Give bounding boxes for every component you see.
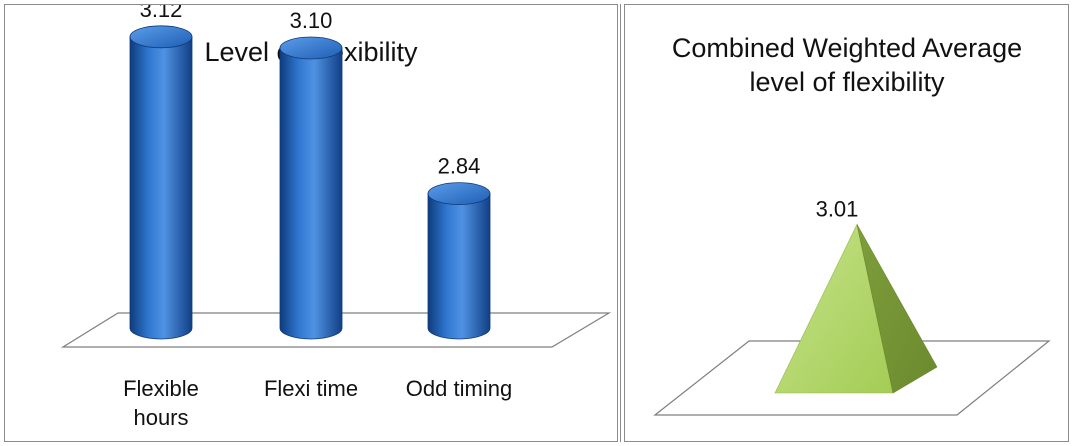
combined-average-chart: Combined Weighted Average level of flexi…: [653, 33, 1051, 416]
chart-panel-level-of-flexibility: Level of Flexibility 3.12Flexiblehours3.…: [4, 4, 618, 442]
chart-title-line-2: level of flexibility: [749, 67, 945, 97]
chart-title-line-1: Combined Weighted Average: [672, 33, 1022, 63]
bar-pyramid: [774, 223, 938, 394]
data-label: 3.10: [290, 8, 333, 33]
bar-cylinder: [279, 36, 343, 340]
category-label: Flexible: [123, 376, 199, 401]
category-label: Flexi time: [264, 376, 358, 401]
bar-cylinder: [129, 25, 193, 340]
category-label: hours: [133, 405, 188, 430]
panel-divider: [620, 4, 621, 442]
category-label: Odd timing: [406, 376, 512, 401]
bar-cylinder: [427, 182, 491, 340]
data-label: 3.01: [816, 196, 859, 221]
level-of-flexibility-chart: Level of Flexibility 3.12Flexiblehours3.…: [60, 5, 612, 430]
data-label: 2.84: [438, 154, 481, 179]
chart-panel-combined-average: Combined Weighted Average level of flexi…: [624, 4, 1069, 442]
data-label: 3.12: [140, 5, 183, 22]
